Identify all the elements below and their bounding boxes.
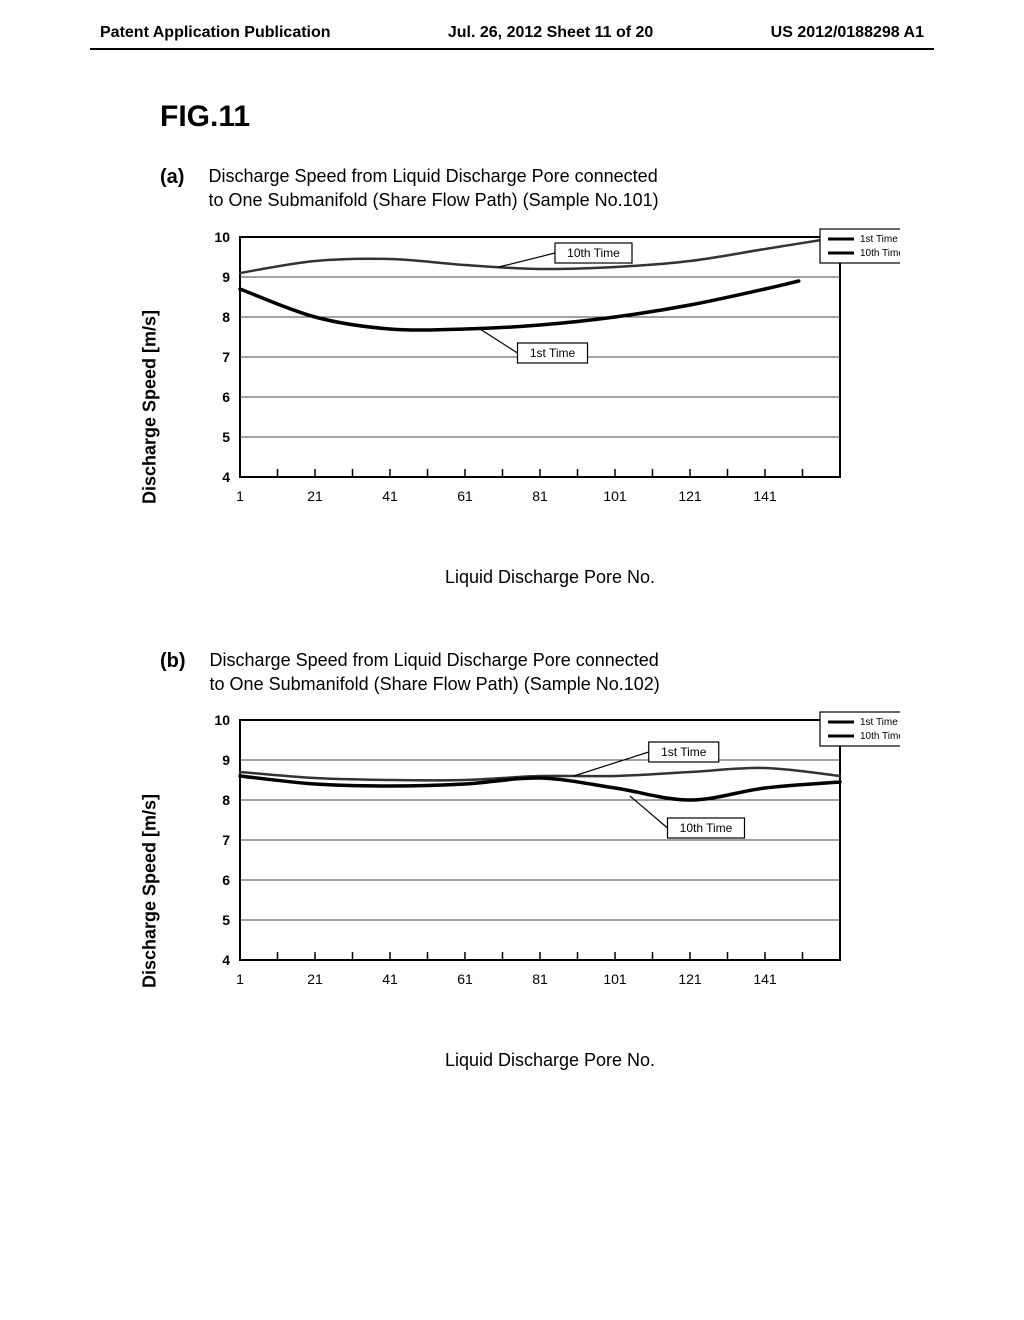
header-rule xyxy=(90,48,934,50)
panel-a-caption-row: (a) Discharge Speed from Liquid Discharg… xyxy=(160,164,1024,213)
panel-b-letter: (b) xyxy=(160,648,186,673)
svg-text:8: 8 xyxy=(222,792,230,808)
svg-text:10th Time: 10th Time xyxy=(567,246,620,260)
panel-b: (b) Discharge Speed from Liquid Discharg… xyxy=(160,648,1024,1072)
svg-text:81: 81 xyxy=(532,488,548,504)
svg-text:1st Time: 1st Time xyxy=(530,346,576,360)
chart-a-ylabel: Discharge Speed [m/s] xyxy=(140,310,161,504)
svg-text:21: 21 xyxy=(307,971,323,987)
svg-text:61: 61 xyxy=(457,971,473,987)
header-center: Jul. 26, 2012 Sheet 11 of 20 xyxy=(448,24,653,42)
svg-text:61: 61 xyxy=(457,488,473,504)
svg-text:21: 21 xyxy=(307,488,323,504)
svg-text:9: 9 xyxy=(222,752,230,768)
chart-b: 456789101214161811011211411st Time10th T… xyxy=(180,710,900,1040)
panel-a-caption-line1: Discharge Speed from Liquid Discharge Po… xyxy=(208,164,658,188)
svg-text:10: 10 xyxy=(214,712,230,728)
panel-b-caption-row: (b) Discharge Speed from Liquid Discharg… xyxy=(160,648,1024,697)
svg-text:1st Time: 1st Time xyxy=(661,745,707,759)
svg-text:141: 141 xyxy=(753,488,777,504)
chart-b-wrap: Discharge Speed [m/s] 456789101214161811… xyxy=(180,710,880,1071)
svg-text:1: 1 xyxy=(236,488,244,504)
panel-a-caption-line2: to One Submanifold (Share Flow Path) (Sa… xyxy=(208,188,658,212)
svg-text:121: 121 xyxy=(678,971,702,987)
panel-a: (a) Discharge Speed from Liquid Discharg… xyxy=(160,164,1024,588)
figure-label: FIG.11 xyxy=(160,100,1024,134)
svg-text:7: 7 xyxy=(222,832,230,848)
chart-a-xlabel: Liquid Discharge Pore No. xyxy=(180,567,880,588)
svg-text:101: 101 xyxy=(603,971,627,987)
panel-b-caption: Discharge Speed from Liquid Discharge Po… xyxy=(210,648,660,697)
svg-text:121: 121 xyxy=(678,488,702,504)
svg-text:6: 6 xyxy=(222,872,230,888)
svg-text:101: 101 xyxy=(603,488,627,504)
svg-text:5: 5 xyxy=(222,429,230,445)
svg-text:1: 1 xyxy=(236,971,244,987)
svg-text:41: 41 xyxy=(382,488,398,504)
header-right: US 2012/0188298 A1 xyxy=(771,24,924,42)
svg-text:10: 10 xyxy=(214,229,230,245)
panel-a-caption: Discharge Speed from Liquid Discharge Po… xyxy=(208,164,658,213)
svg-text:10th Time: 10th Time xyxy=(680,821,733,835)
svg-text:10th Time: 10th Time xyxy=(860,248,900,259)
svg-text:1st Time: 1st Time xyxy=(860,717,898,728)
svg-text:6: 6 xyxy=(222,389,230,405)
panel-b-caption-line2: to One Submanifold (Share Flow Path) (Sa… xyxy=(210,672,660,696)
svg-text:1st Time: 1st Time xyxy=(860,234,898,245)
chart-a: 456789101214161811011211411st Time10th T… xyxy=(180,227,900,557)
panel-b-caption-line1: Discharge Speed from Liquid Discharge Po… xyxy=(210,648,660,672)
svg-text:4: 4 xyxy=(222,952,230,968)
panel-a-letter: (a) xyxy=(160,164,184,189)
svg-text:10th Time: 10th Time xyxy=(860,731,900,742)
page-header: Patent Application Publication Jul. 26, … xyxy=(0,0,1024,48)
chart-b-ylabel: Discharge Speed [m/s] xyxy=(140,794,161,988)
svg-text:81: 81 xyxy=(532,971,548,987)
svg-text:9: 9 xyxy=(222,269,230,285)
header-left: Patent Application Publication xyxy=(100,24,331,42)
chart-a-wrap: Discharge Speed [m/s] 456789101214161811… xyxy=(180,227,880,588)
svg-text:5: 5 xyxy=(222,912,230,928)
svg-text:4: 4 xyxy=(222,469,230,485)
chart-b-xlabel: Liquid Discharge Pore No. xyxy=(180,1050,880,1071)
svg-text:7: 7 xyxy=(222,349,230,365)
svg-text:8: 8 xyxy=(222,309,230,325)
svg-text:41: 41 xyxy=(382,971,398,987)
svg-text:141: 141 xyxy=(753,971,777,987)
